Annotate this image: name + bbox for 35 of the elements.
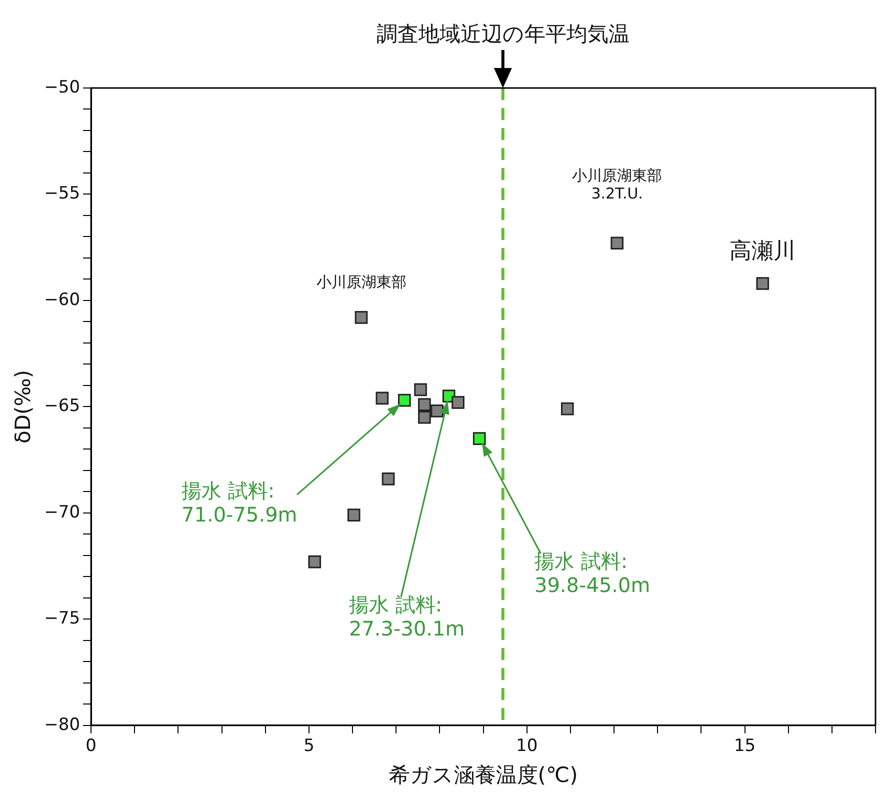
y-tick-label: −55 — [44, 184, 80, 204]
y-tick-label: −80 — [44, 714, 80, 735]
point — [347, 508, 360, 522]
x-axis-title: 希ガス涵養温度(℃) — [388, 762, 578, 787]
annotation: 高瀬川 — [730, 238, 796, 264]
y-tick-label: −60 — [44, 290, 80, 310]
y-tick-label: −65 — [44, 396, 80, 416]
x-tick-label: 10 — [516, 736, 538, 756]
point — [452, 396, 464, 409]
point — [414, 383, 427, 396]
point — [472, 432, 486, 445]
y-tick-label: −50 — [44, 77, 80, 98]
point — [756, 277, 770, 290]
x-tick-label: 0 — [86, 736, 96, 756]
y-axis-title: δD(‰) — [11, 370, 36, 444]
point — [376, 392, 389, 405]
annotation: 揚水 試料: 39.8-45.0m — [534, 548, 650, 597]
annotation: 揚水 試料: 27.3-30.1m — [348, 592, 465, 640]
point — [354, 311, 368, 324]
point — [398, 394, 411, 407]
x-tick-label: 5 — [304, 736, 314, 756]
point — [610, 236, 624, 250]
point — [382, 472, 395, 486]
point — [560, 402, 574, 416]
annotation: 小川原湖東部 3.2T.U. — [572, 166, 662, 202]
annotation: 小川原湖東部 — [316, 272, 406, 291]
point — [418, 398, 431, 411]
ref-line-label: 調査地域近辺の年平均気温 — [376, 22, 630, 46]
y-tick-label: −75 — [44, 608, 80, 629]
point — [430, 404, 444, 418]
point — [308, 555, 322, 568]
annotation: 揚水 試料: 71.0-75.9m — [182, 478, 298, 527]
y-tick-label: −70 — [44, 502, 80, 522]
point — [418, 410, 431, 424]
x-tick-label: 15 — [734, 736, 756, 756]
